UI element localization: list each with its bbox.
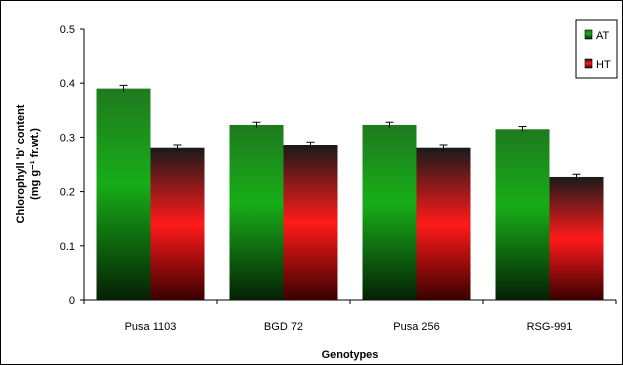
legend-swatch-ht bbox=[584, 58, 593, 69]
y-tick-label: 0.3 bbox=[60, 132, 75, 144]
error-bar-ht bbox=[173, 144, 182, 151]
bar-at bbox=[96, 88, 151, 301]
legend-swatch-at bbox=[584, 29, 593, 40]
bar-at bbox=[362, 124, 417, 301]
legend-box bbox=[575, 19, 618, 79]
x-category-label: RSG-991 bbox=[527, 321, 573, 333]
y-tick-label: 0.1 bbox=[60, 241, 75, 253]
y-tick-label: 0.5 bbox=[60, 24, 75, 36]
legend: AT HT bbox=[575, 19, 618, 79]
y-axis-ticks: 0 0.1 0.2 0.3 0.4 0.5 bbox=[60, 24, 84, 307]
bar-ht bbox=[150, 147, 205, 300]
bar-at bbox=[495, 129, 550, 300]
error-bar-at bbox=[252, 121, 261, 128]
y-tick-label: 0 bbox=[69, 295, 75, 307]
error-bar-at bbox=[119, 84, 128, 92]
y-tick-label: 0.2 bbox=[60, 187, 75, 199]
x-category-label: Pusa 1103 bbox=[125, 321, 177, 333]
error-bar-ht bbox=[439, 144, 448, 151]
error-bar-at bbox=[385, 121, 394, 128]
bar-ht bbox=[416, 147, 471, 300]
error-bar-ht bbox=[306, 141, 315, 148]
x-category-label: BGD 72 bbox=[264, 321, 303, 333]
legend-label-at: AT bbox=[596, 30, 610, 42]
bars-group bbox=[83, 84, 617, 304]
x-axis-title: Genotypes bbox=[322, 349, 379, 361]
x-category-label: Pusa 256 bbox=[393, 321, 439, 333]
x-axis-labels: Pusa 1103 BGD 72 Pusa 256 RSG-991 bbox=[125, 321, 573, 333]
bar-at bbox=[229, 124, 284, 301]
error-bar-at bbox=[518, 126, 527, 132]
bar-ht bbox=[549, 176, 604, 300]
legend-label-ht: HT bbox=[596, 59, 611, 71]
y-axis-title-line1: Chlorophyll 'b' content bbox=[15, 104, 27, 223]
y-axis-title-line2: (mg g⁻¹ fr.wt.) bbox=[29, 128, 41, 200]
bar-ht bbox=[283, 144, 338, 300]
y-axis-title-group: Chlorophyll 'b' content (mg g⁻¹ fr.wt.) bbox=[15, 104, 41, 223]
y-tick-label: 0.4 bbox=[60, 78, 75, 90]
error-bar-ht bbox=[572, 173, 581, 180]
